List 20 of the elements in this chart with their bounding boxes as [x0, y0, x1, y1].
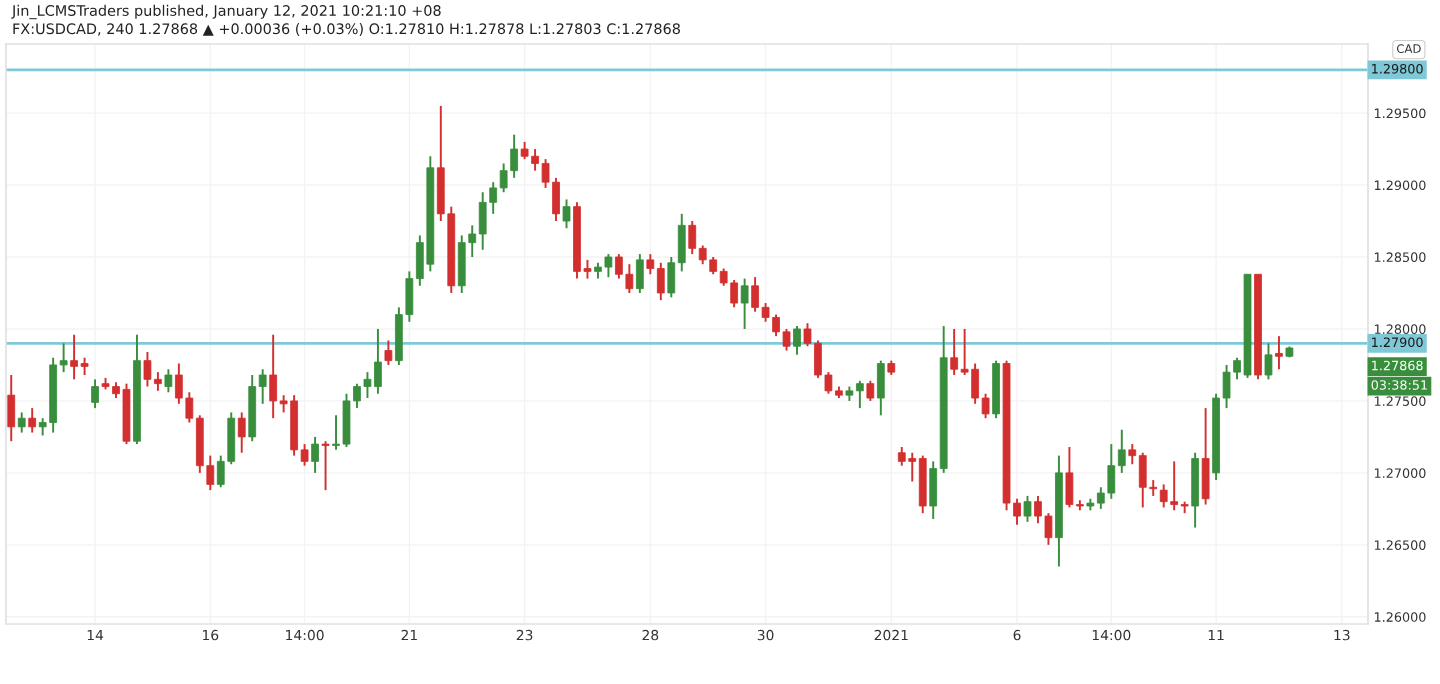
candlestick — [1264, 342, 1273, 381]
candlestick — [384, 339, 393, 366]
candlestick — [866, 379, 875, 402]
candlestick — [164, 368, 173, 394]
candlestick — [1191, 451, 1200, 529]
candlestick — [17, 411, 26, 434]
candlestick — [28, 407, 37, 434]
candlestick — [311, 435, 319, 474]
candlestick — [562, 198, 571, 230]
candlestick — [1201, 407, 1210, 506]
candlestick — [635, 253, 644, 294]
candlestick — [740, 277, 749, 330]
candlestick — [91, 378, 99, 410]
candlestick — [7, 374, 16, 443]
candlestick — [1023, 494, 1032, 523]
candlestick — [793, 325, 801, 356]
candlestick — [876, 359, 885, 417]
candlestick — [237, 411, 246, 454]
candlestick — [1275, 335, 1283, 371]
candlestick — [321, 440, 330, 492]
